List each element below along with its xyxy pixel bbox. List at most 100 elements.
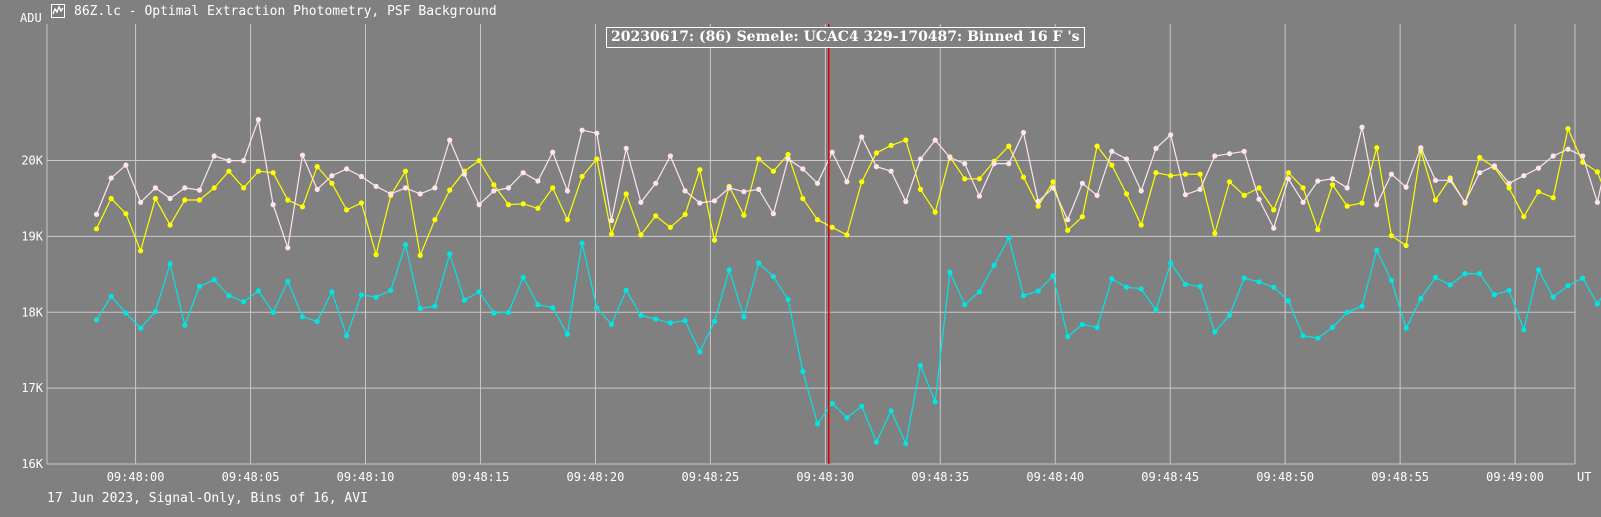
data-point [417, 305, 423, 312]
data-point [1506, 287, 1512, 293]
data-point [93, 211, 100, 217]
data-point [1594, 301, 1600, 307]
data-point [550, 185, 556, 191]
data-point [756, 260, 762, 266]
data-point [491, 182, 497, 188]
data-point [520, 201, 526, 207]
data-point [976, 289, 983, 295]
data-point [829, 149, 835, 155]
data-point [1447, 177, 1453, 183]
data-point [873, 150, 880, 156]
y-tick-label: 18K [21, 305, 43, 319]
data-point [1521, 173, 1527, 179]
data-point [285, 197, 291, 203]
data-point [344, 166, 350, 172]
data-point [726, 267, 732, 273]
data-point [1374, 202, 1380, 208]
data-point [1285, 176, 1291, 182]
data-point [285, 245, 291, 251]
data-point [270, 202, 276, 208]
data-point [1535, 165, 1542, 171]
data-point [1315, 227, 1321, 233]
data-point [814, 217, 821, 223]
data-point [1256, 185, 1262, 191]
data-point [608, 321, 615, 327]
data-point [623, 287, 629, 293]
data-point [741, 314, 747, 320]
data-point [1226, 179, 1233, 185]
data-point [138, 199, 144, 205]
data-point [1535, 189, 1542, 195]
light-curve-app-icon[interactable] [51, 4, 65, 18]
data-point [152, 185, 158, 191]
data-point [196, 283, 203, 290]
data-point [1388, 233, 1394, 239]
data-point [447, 251, 453, 257]
data-point [1138, 286, 1144, 292]
data-point [1123, 284, 1130, 290]
data-point [432, 303, 438, 309]
data-point [800, 166, 806, 172]
data-point [550, 305, 556, 311]
data-point [167, 261, 173, 267]
data-point [167, 222, 173, 228]
data-point [932, 137, 938, 143]
data-point [1153, 170, 1159, 176]
data-point [1594, 199, 1600, 205]
data-point [152, 195, 158, 202]
data-point [711, 198, 718, 204]
data-point [285, 278, 291, 284]
title-bar: 86Z.lc - Optimal Extraction Photometry, … [0, 0, 1601, 24]
x-tick-label: 09:48:05 [222, 470, 280, 484]
data-point [1020, 293, 1027, 299]
data-point [1197, 171, 1203, 177]
data-point [962, 176, 968, 182]
data-point [1359, 124, 1365, 130]
data-point [255, 168, 261, 174]
data-point [182, 322, 188, 328]
series-line [95, 117, 1601, 248]
data-point [1359, 200, 1365, 206]
data-point [93, 226, 100, 232]
data-point [1050, 179, 1056, 185]
data-point [505, 202, 512, 208]
data-point [1271, 284, 1277, 290]
x-axis-label: UT [1577, 470, 1591, 484]
data-point [388, 287, 394, 293]
data-point [432, 217, 438, 223]
data-point [1403, 242, 1409, 249]
data-point [358, 173, 364, 180]
data-point [1550, 294, 1556, 300]
data-point [859, 179, 865, 185]
data-point [270, 170, 276, 176]
window-title: 86Z.lc - Optimal Extraction Photometry, … [74, 4, 497, 19]
data-point [402, 168, 409, 174]
data-point [1491, 292, 1497, 298]
data-point [682, 188, 688, 194]
data-point [1197, 186, 1203, 192]
data-point [196, 187, 203, 193]
app-icon-glyph [52, 5, 64, 15]
data-point [211, 185, 217, 191]
data-point [1374, 247, 1380, 253]
data-point [756, 186, 762, 192]
data-point [1359, 303, 1365, 309]
data-point [1403, 184, 1409, 190]
data-point [1212, 153, 1218, 159]
data-point [152, 308, 158, 315]
data-point [1477, 154, 1483, 161]
data-point [682, 211, 688, 217]
data-point [402, 185, 409, 191]
data-point [1285, 298, 1291, 304]
data-point [211, 277, 217, 283]
data-point [447, 137, 453, 143]
data-point [785, 151, 791, 158]
data-point [329, 173, 335, 179]
data-point [1300, 333, 1306, 339]
x-tick-label: 09:49:00 [1486, 470, 1544, 484]
x-tick-labels: 09:48:00 09:48:05 09:48:10 09:48:15 09:48:20… [107, 470, 1544, 484]
data-point [1477, 170, 1483, 176]
data-point [1123, 156, 1130, 162]
x-tick-label: 09:48:45 [1141, 470, 1199, 484]
